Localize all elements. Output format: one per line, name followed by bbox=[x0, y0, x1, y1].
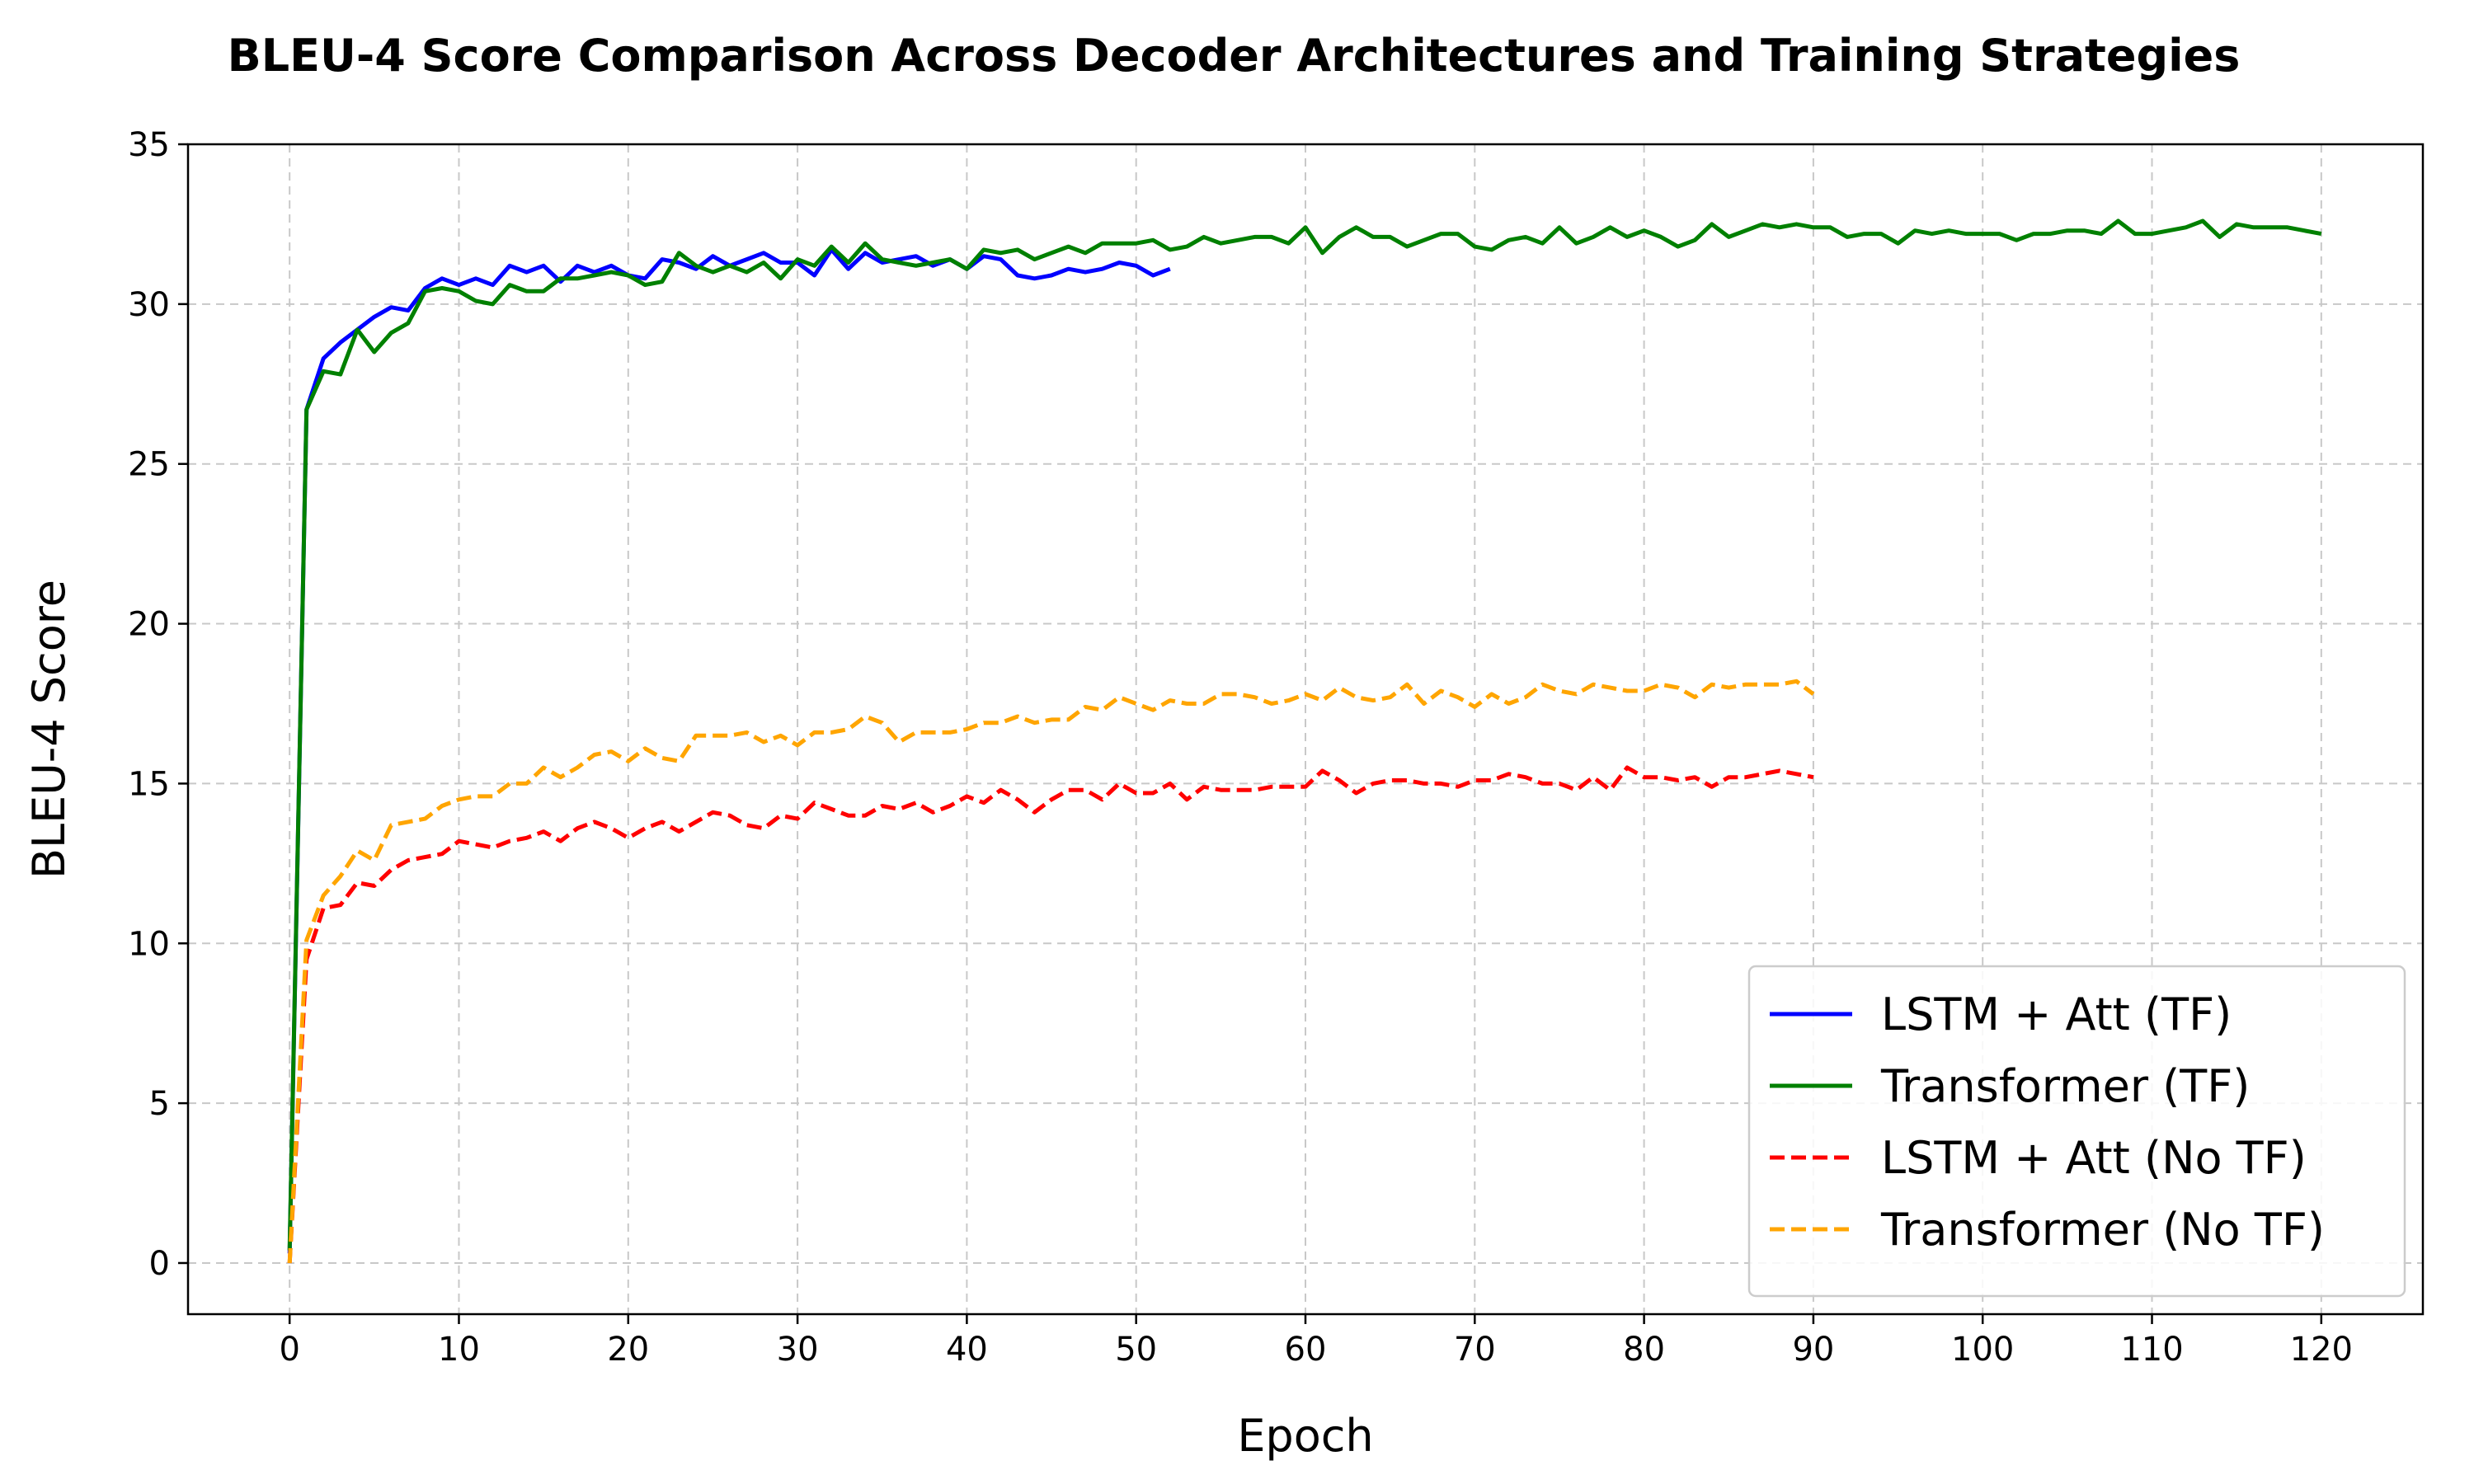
y-axis-label: BLEU-4 Score bbox=[23, 580, 75, 879]
y-tick-label: 30 bbox=[128, 286, 170, 324]
x-tick-label: 120 bbox=[2290, 1331, 2353, 1369]
y-tick-label: 25 bbox=[128, 446, 170, 484]
x-tick-label: 80 bbox=[1623, 1331, 1665, 1369]
x-tick-label: 100 bbox=[1951, 1331, 2014, 1369]
series-layer bbox=[287, 218, 2322, 1264]
x-tick-label: 10 bbox=[438, 1331, 480, 1369]
series-line-4 bbox=[287, 679, 1815, 1264]
y-tick-label: 0 bbox=[149, 1245, 170, 1283]
legend-box bbox=[1747, 965, 2406, 1298]
x-tick-label: 40 bbox=[946, 1331, 988, 1369]
x-axis-label: Epoch bbox=[1237, 1410, 1373, 1462]
series-line-2 bbox=[287, 218, 2322, 1251]
x-tick-label: 0 bbox=[279, 1331, 299, 1369]
legend-label: Transformer (TF) bbox=[1880, 1060, 2250, 1112]
y-tick-label: 35 bbox=[128, 126, 170, 164]
y-tick-label: 5 bbox=[149, 1085, 170, 1123]
ticks-layer: 0 10 20 30 40 50 60 70 80 90 100 110 120 0 5 10 15 20 25 30… bbox=[128, 126, 2353, 1369]
x-tick-label: 20 bbox=[607, 1331, 649, 1369]
legend-label: LSTM + Att (No TF) bbox=[1881, 1132, 2307, 1184]
x-tick-label: 70 bbox=[1454, 1331, 1496, 1369]
x-tick-label: 30 bbox=[777, 1331, 819, 1369]
x-tick-label: 50 bbox=[1115, 1331, 1157, 1369]
x-tick-label: 90 bbox=[1792, 1331, 1834, 1369]
y-tick-label: 10 bbox=[128, 925, 170, 963]
legend: LSTM + Att (TF) Transformer (TF) LSTM + At… bbox=[1747, 965, 2406, 1298]
legend-label: Transformer (No TF) bbox=[1880, 1204, 2325, 1256]
series-line-3 bbox=[287, 765, 1814, 1264]
y-tick-label: 20 bbox=[128, 606, 170, 644]
chart-title: BLEU-4 Score Comparison Across Decoder A… bbox=[228, 30, 2241, 82]
y-tick-label: 15 bbox=[128, 765, 170, 803]
series-line-1 bbox=[287, 247, 1171, 1254]
x-tick-label: 110 bbox=[2120, 1331, 2183, 1369]
x-tick-label: 60 bbox=[1285, 1331, 1327, 1369]
legend-label: LSTM + Att (TF) bbox=[1881, 989, 2232, 1040]
